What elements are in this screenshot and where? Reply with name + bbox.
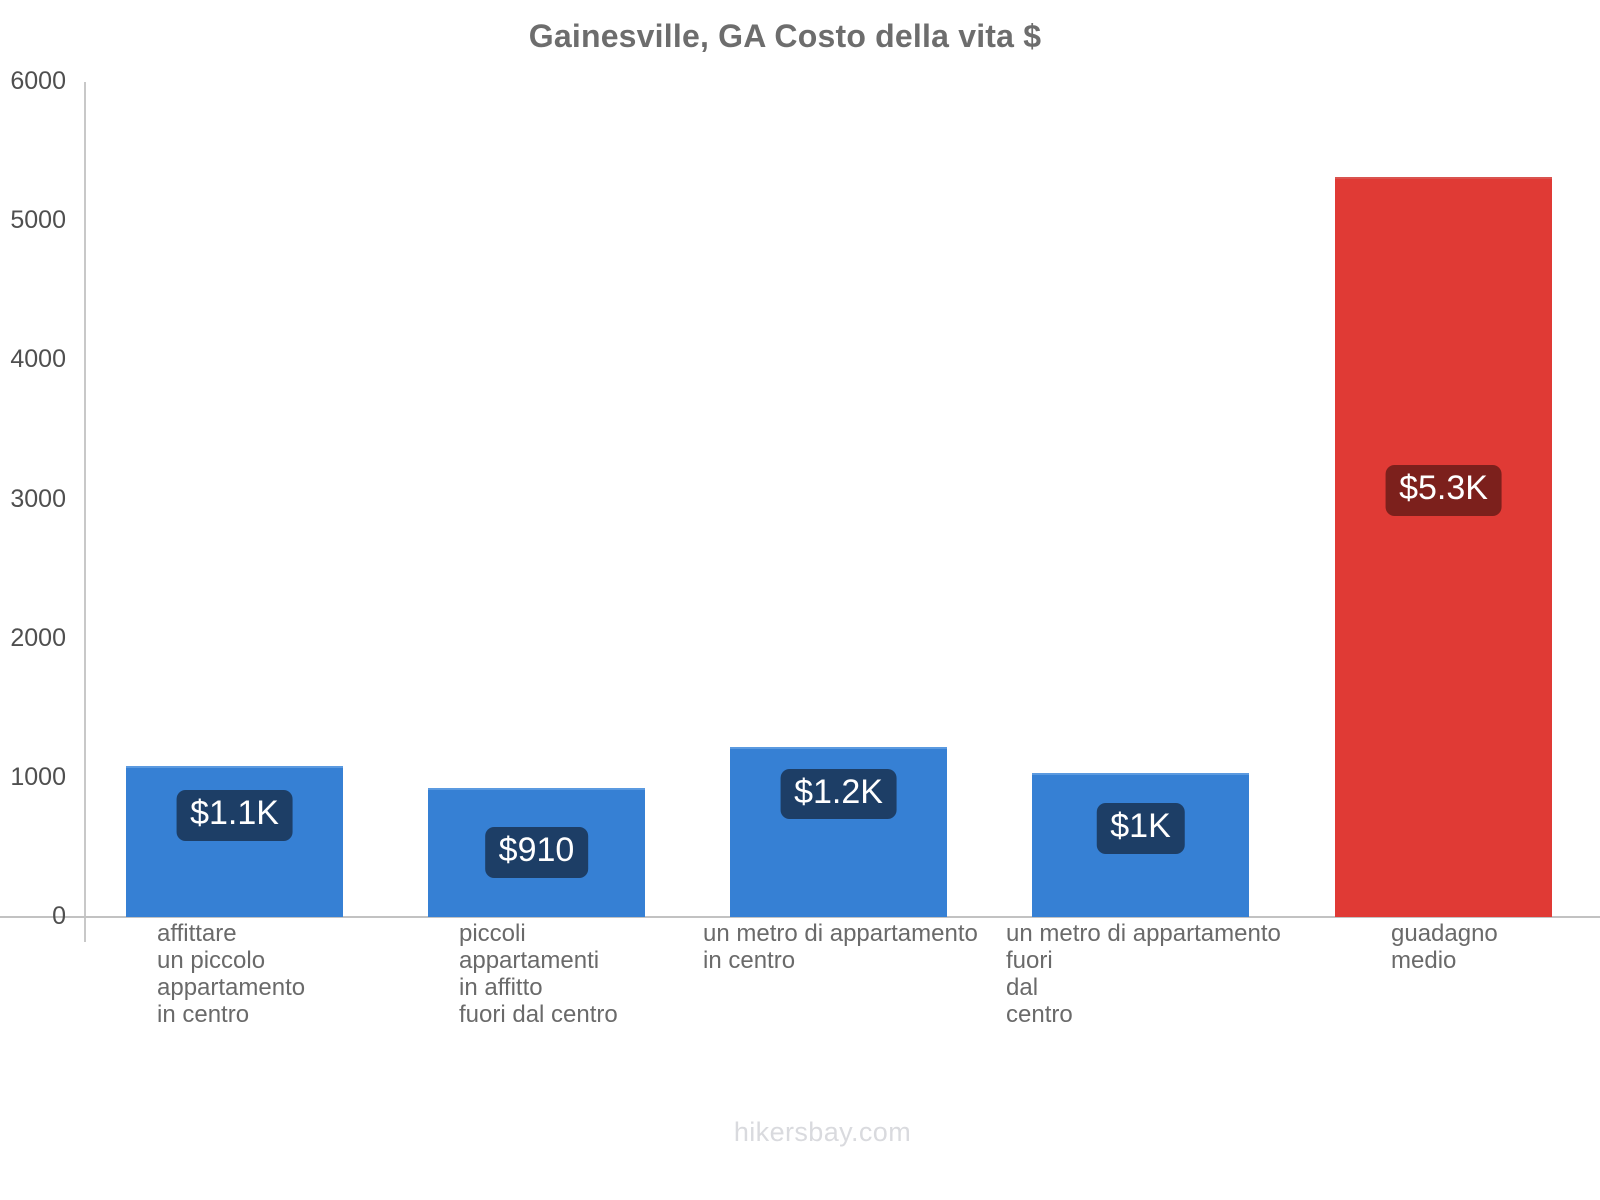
bar[interactable] <box>126 766 343 917</box>
y-axis-tick-label: 0 <box>52 902 66 930</box>
category-label: piccoli appartamenti in affitto fuori da… <box>459 920 618 1028</box>
bar-value-label: $1.1K <box>176 790 293 841</box>
y-axis-tick-label: 6000 <box>10 67 66 95</box>
bar-value-label: $5.3K <box>1385 465 1502 517</box>
bar-value-label: $1.2K <box>780 768 897 820</box>
category-label: un metro di appartamento fuori dal centr… <box>1006 920 1281 1028</box>
y-axis-tick-label: 3000 <box>10 484 66 513</box>
chart-title: Gainesville, GA Costo della vita $ <box>528 18 1042 54</box>
y-axis-tick-label: 4000 <box>10 345 66 374</box>
y-axis-line <box>84 82 86 942</box>
category-label: un metro di appartamento in centro <box>703 920 978 974</box>
y-axis-tick-label: 1000 <box>10 762 66 791</box>
bar[interactable] <box>1335 177 1552 917</box>
bar-value-label: $910 <box>484 827 589 879</box>
category-label: affittare un piccolo appartamento in cen… <box>157 920 306 1028</box>
bar-value-label: $1K <box>1096 803 1185 854</box>
y-axis-tick-label: 2000 <box>10 623 66 652</box>
plot-area: $1.1K $910 $1.2K $1K $5.3K <box>84 82 1600 917</box>
category-label: guadagno medio <box>1391 920 1498 974</box>
watermark: hikersbay.com <box>733 1117 912 1147</box>
x-axis-baseline <box>0 916 1600 918</box>
y-axis-tick-label: 5000 <box>10 206 66 235</box>
